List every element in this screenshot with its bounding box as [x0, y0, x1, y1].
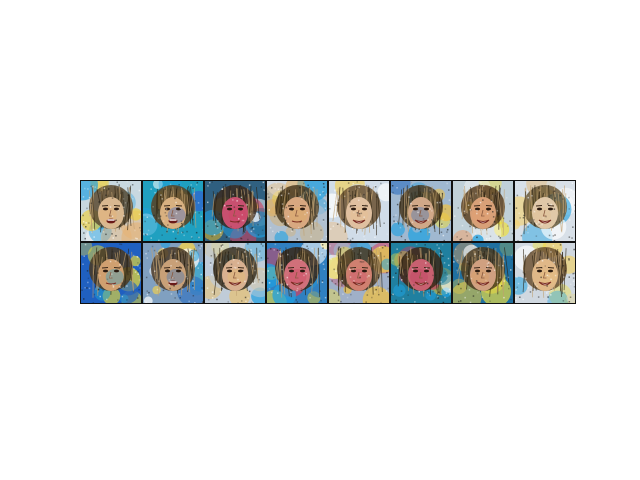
generated-face-image	[142, 242, 204, 304]
generated-face-image	[328, 180, 390, 242]
generated-face-image	[328, 242, 390, 304]
generated-face-image	[204, 242, 266, 304]
generated-face-image	[80, 180, 142, 242]
generated-face-image	[514, 180, 576, 242]
generated-face-image	[390, 242, 452, 304]
generated-face-image	[514, 242, 576, 304]
generated-face-image	[266, 180, 328, 242]
generated-face-image	[452, 242, 514, 304]
generated-face-image	[390, 180, 452, 242]
generated-face-image	[266, 242, 328, 304]
generated-face-image	[80, 242, 142, 304]
image-grid	[80, 180, 576, 304]
generated-face-image	[204, 180, 266, 242]
generated-face-image	[452, 180, 514, 242]
generated-face-image	[142, 180, 204, 242]
